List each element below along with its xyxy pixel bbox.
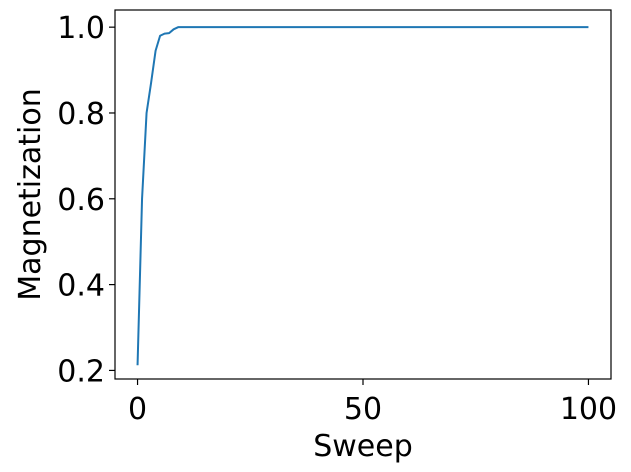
y-tick-label: 0.6 xyxy=(57,183,105,218)
x-tick-label: 100 xyxy=(560,392,617,427)
y-tick-label: 0.8 xyxy=(57,97,105,132)
series-layer xyxy=(136,26,589,366)
plot-area xyxy=(115,10,611,379)
y-tick-label: 1.0 xyxy=(57,11,105,46)
x-axis-label: Sweep xyxy=(313,429,413,464)
x-tick-label: 0 xyxy=(128,392,147,427)
y-axis-label: Magnetization xyxy=(13,88,48,300)
y-tick-label: 0.4 xyxy=(57,269,105,304)
series-line-0 xyxy=(136,26,589,366)
y-axis: 0.2 0.4 0.6 0.8 1.0 xyxy=(57,11,115,389)
x-tick-label: 50 xyxy=(344,392,382,427)
x-axis: 0 50 100 xyxy=(128,379,617,427)
y-tick-label: 0.2 xyxy=(57,354,105,389)
